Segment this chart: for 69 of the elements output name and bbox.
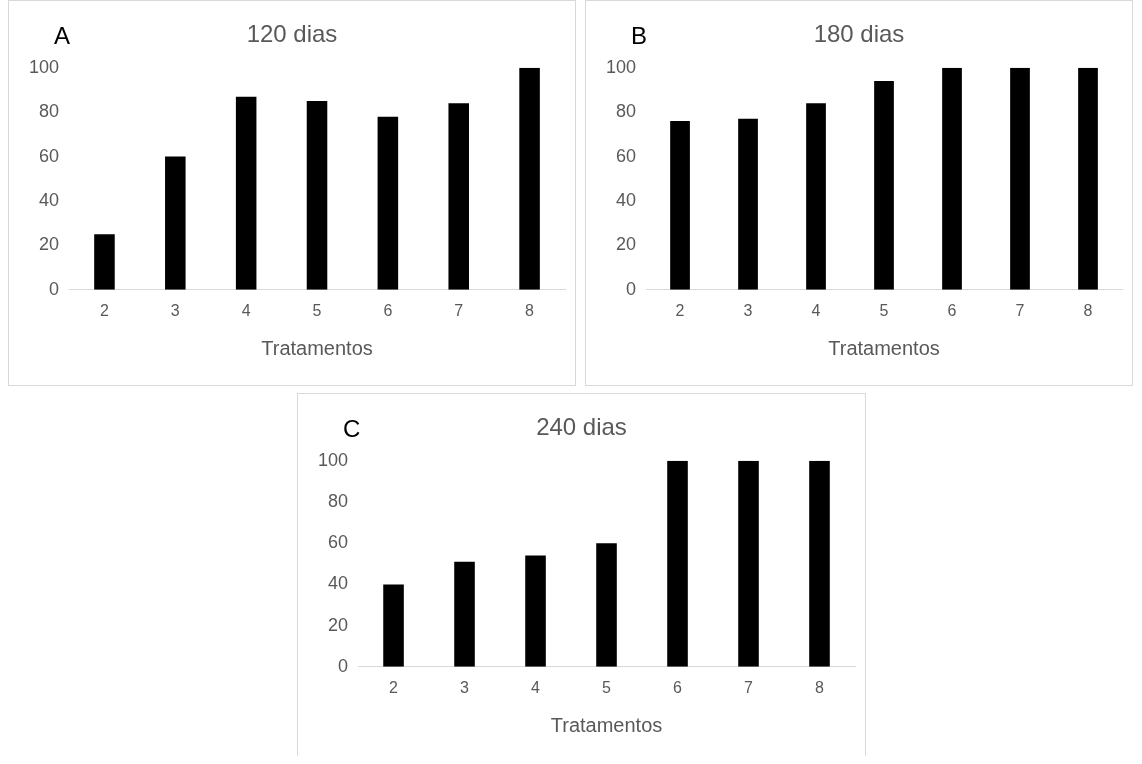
- y-tick-label: 80: [616, 101, 637, 122]
- y-tick-label: 60: [328, 532, 349, 553]
- y-tick-label: 100: [605, 56, 637, 77]
- bar: [596, 543, 617, 667]
- x-tick-label: 7: [454, 301, 464, 319]
- x-tick-label: 3: [743, 301, 753, 319]
- x-axis-title: Tratamentos: [261, 336, 373, 359]
- y-tick-label: 0: [626, 278, 637, 299]
- x-tick-label: 3: [460, 678, 470, 696]
- y-tick-label: 40: [616, 189, 637, 210]
- chart-title: 180 dias: [813, 20, 905, 48]
- y-tick-label: 20: [616, 234, 637, 255]
- x-tick-label: 2: [100, 301, 110, 319]
- x-tick-label: 7: [1015, 301, 1025, 319]
- text: B: [631, 21, 648, 49]
- y-tick-label: 80: [39, 101, 60, 122]
- x-tick-label: 8: [815, 678, 825, 696]
- text: C: [343, 414, 361, 442]
- y-tick-label: 60: [616, 145, 637, 166]
- y-tick-label: 40: [328, 573, 349, 594]
- y-tick-label: 40: [39, 189, 60, 210]
- y-tick-label: 80: [328, 490, 349, 511]
- bar: [377, 116, 399, 290]
- y-tick-label: 0: [338, 655, 349, 676]
- x-tick-label: 8: [525, 301, 535, 319]
- x-tick-label: 8: [1083, 301, 1093, 319]
- bar: [667, 460, 688, 667]
- bar: [448, 103, 469, 290]
- bar: [94, 234, 115, 290]
- chart-title: 120 dias: [246, 20, 338, 48]
- bar: [738, 118, 758, 290]
- bar: [525, 555, 546, 667]
- bar: [809, 460, 830, 667]
- bar: [165, 156, 186, 290]
- x-tick-label: 2: [675, 301, 685, 319]
- x-tick-label: 4: [531, 678, 541, 696]
- bar: [1078, 67, 1098, 290]
- bar: [306, 101, 328, 290]
- y-tick-label: 0: [49, 278, 60, 299]
- x-tick-label: 7: [744, 678, 754, 696]
- bar: [1010, 67, 1030, 290]
- x-tick-label: 5: [879, 301, 889, 319]
- y-tick-label: 60: [39, 145, 60, 166]
- bar: [806, 103, 826, 290]
- x-tick-label: 4: [811, 301, 821, 319]
- x-tick-label: 5: [602, 678, 612, 696]
- text: A: [54, 21, 71, 49]
- bar: [454, 561, 475, 667]
- x-axis-title: Tratamentos: [550, 713, 663, 736]
- chart-title: 240 dias: [536, 413, 627, 441]
- x-tick-label: 6: [673, 678, 683, 696]
- x-tick-label: 6: [383, 301, 393, 319]
- y-tick-label: 20: [328, 614, 349, 635]
- x-tick-label: 6: [947, 301, 957, 319]
- bar: [738, 460, 759, 667]
- x-tick-label: 5: [312, 301, 322, 319]
- bar: [235, 96, 257, 290]
- y-tick-label: 20: [39, 234, 60, 255]
- x-tick-label: 2: [389, 678, 399, 696]
- x-axis-title: Tratamentos: [828, 336, 940, 359]
- x-tick-label: 4: [241, 301, 251, 319]
- y-tick-label: 100: [317, 449, 349, 470]
- bar: [519, 67, 540, 290]
- bar: [942, 67, 962, 290]
- x-tick-label: 3: [170, 301, 180, 319]
- y-tick-label: 100: [28, 56, 60, 77]
- bar: [874, 81, 894, 290]
- bar: [383, 584, 404, 667]
- bar: [670, 121, 690, 290]
